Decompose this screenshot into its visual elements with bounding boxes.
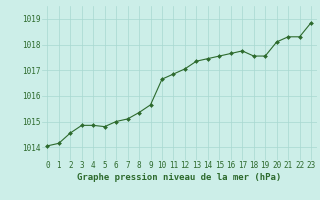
- X-axis label: Graphe pression niveau de la mer (hPa): Graphe pression niveau de la mer (hPa): [77, 173, 281, 182]
